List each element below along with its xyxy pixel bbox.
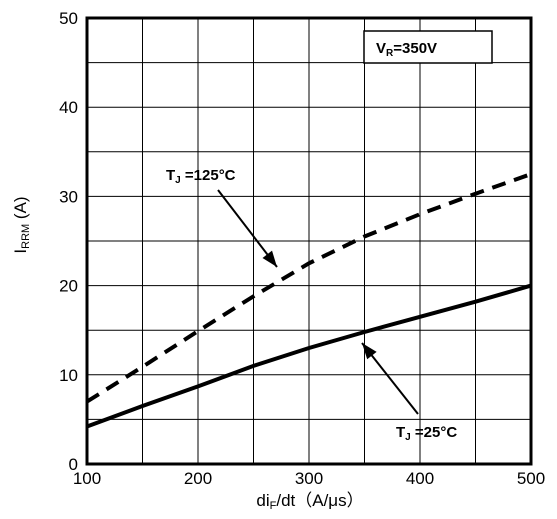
x-tick-label: 300 <box>295 469 323 488</box>
y-tick-label: 40 <box>59 98 78 117</box>
tick-labels: 100 200 300 400 500 0 10 20 30 40 50 <box>59 9 545 488</box>
x-tick-label: 500 <box>517 469 545 488</box>
annotation-arrows <box>217 189 419 415</box>
x-axis-title: diF/dt（A/μs） <box>256 491 363 512</box>
grid <box>87 18 531 464</box>
annotation-tj125: TJ =125°C <box>166 167 236 186</box>
arrow-tj25-head <box>362 343 377 360</box>
condition-box <box>363 30 493 64</box>
y-axis-title: IRRM (A) <box>11 196 32 253</box>
series-line-tj25 <box>86 283 532 429</box>
arrow-tj125-line <box>217 189 278 268</box>
annotation-tj25: TJ =25°C <box>396 424 457 443</box>
y-tick-label: 30 <box>59 187 78 206</box>
arrow-tj125-head <box>262 250 277 267</box>
y-tick-label: 0 <box>69 455 78 474</box>
x-tick-label: 400 <box>406 469 434 488</box>
x-tick-label: 100 <box>73 469 101 488</box>
condition-label: VR=350V <box>376 40 437 59</box>
x-tick-label: 200 <box>184 469 212 488</box>
y-tick-label: 10 <box>59 366 78 385</box>
plot-frame <box>85 16 533 466</box>
y-tick-label: 50 <box>59 9 78 28</box>
series-line-tj125 <box>85 172 532 404</box>
series-layer <box>85 172 532 429</box>
y-tick-label: 20 <box>59 277 78 296</box>
